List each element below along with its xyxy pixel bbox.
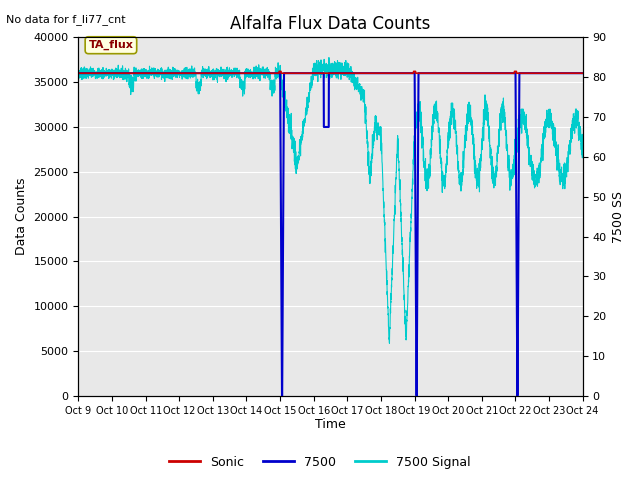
Y-axis label: 7500 SS: 7500 SS [612, 191, 625, 242]
Text: TA_flux: TA_flux [88, 40, 133, 50]
Text: No data for f_li77_cnt: No data for f_li77_cnt [6, 14, 126, 25]
Title: Alfalfa Flux Data Counts: Alfalfa Flux Data Counts [230, 15, 431, 33]
Y-axis label: Data Counts: Data Counts [15, 178, 28, 255]
Legend: Sonic, 7500, 7500 Signal: Sonic, 7500, 7500 Signal [164, 451, 476, 474]
X-axis label: Time: Time [315, 419, 346, 432]
